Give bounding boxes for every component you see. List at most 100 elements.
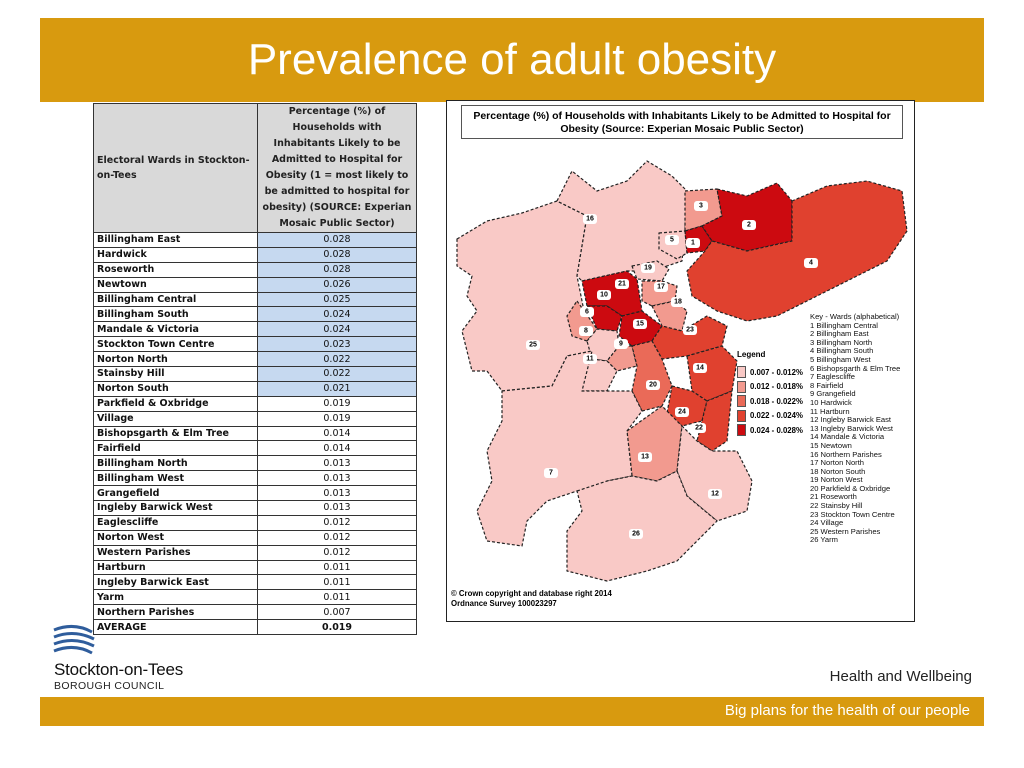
- key-item: 18 Norton South: [810, 466, 866, 476]
- ward-name-cell: Grangefield: [93, 485, 258, 502]
- key-item: 3 Billingham North: [810, 337, 873, 347]
- ward-9-grangefield: [606, 345, 638, 372]
- ward-name-cell: Norton South: [93, 380, 258, 397]
- ward-name-cell: Norton North: [93, 351, 258, 368]
- legend-label: 0.007 - 0.012%: [750, 367, 803, 377]
- ward-value-cell: 0.028: [257, 246, 417, 263]
- ward-name-cell: Fairfield: [93, 440, 258, 457]
- table-row: Stainsby Hill 0.022: [93, 366, 417, 382]
- ward-name-cell: Stainsby Hill: [93, 366, 258, 382]
- ward-name-cell: Billingham South: [93, 306, 258, 323]
- table-row: Hardwick 0.028: [93, 246, 417, 263]
- key-item: 23 Stockton Town Centre: [810, 509, 895, 519]
- ward-name-cell: Western Parishes: [93, 544, 258, 561]
- ward-name-cell: Village: [93, 410, 258, 427]
- ward-label-bg: [694, 201, 708, 211]
- ward-number-label: 21: [618, 281, 626, 288]
- ward-number-label: 20: [649, 382, 657, 389]
- ward-label-bg: [633, 319, 647, 329]
- legend-item: 0.018 - 0.022%: [737, 394, 803, 409]
- ward-label-bg: [804, 258, 818, 268]
- legend-item: 0.007 - 0.012%: [737, 365, 803, 380]
- ward-label-bg: [583, 354, 597, 364]
- table-row: Newtown 0.026: [93, 276, 417, 293]
- ward-number-label: 17: [657, 284, 665, 291]
- ward-map: 1234567891011121314151617181920212223242…: [456, 160, 908, 582]
- ward-label-bg: [675, 407, 689, 417]
- legend-swatch: [737, 409, 746, 422]
- footer-bar: Big plans for the health of our people: [40, 697, 984, 726]
- table-row: Billingham Central 0.025: [93, 291, 417, 308]
- ward-label-bg: [683, 325, 697, 335]
- table-row: Norton West 0.012: [93, 529, 417, 546]
- ward-value-cell: 0.012: [257, 544, 417, 561]
- average-label: AVERAGE: [93, 619, 258, 636]
- key-item: 8 Fairfield: [810, 380, 844, 390]
- ward-name-cell: Newtown: [93, 276, 258, 293]
- ward-value-cell: 0.024: [257, 321, 417, 338]
- key-item: 6 Bishopsgarth & Elm Tree: [810, 363, 901, 373]
- copyright-notice: © Crown copyright and database right 201…: [451, 589, 612, 608]
- ward-number-label: 1: [691, 240, 695, 247]
- ward-label-bg: [544, 468, 558, 478]
- ward-label-bg: [692, 423, 706, 433]
- ward-key: Key - Wards (alphabetical) 1 Billingham …: [810, 312, 901, 545]
- legend-label: 0.012 - 0.018%: [750, 382, 803, 392]
- ward-number-label: 13: [641, 454, 649, 461]
- ward-name-cell: Roseworth: [93, 261, 258, 278]
- legend-title: Legend: [737, 350, 766, 359]
- ward-value-cell: 0.013: [257, 470, 417, 487]
- key-item: 9 Grangefield: [810, 389, 856, 399]
- ward-value-cell: 0.012: [257, 514, 417, 531]
- ward-number-label: 7: [549, 470, 553, 477]
- key-item: 24 Village: [810, 518, 844, 528]
- legend-swatch: [737, 380, 746, 393]
- ward-label-bg: [615, 279, 629, 289]
- ward-number-label: 23: [686, 327, 694, 334]
- ward-number-label: 6: [585, 309, 589, 316]
- legend-item: 0.012 - 0.018%: [737, 380, 803, 395]
- table-row: Hartburn 0.011: [93, 559, 417, 576]
- ward-label-bg: [641, 263, 655, 273]
- ward-value-cell: 0.007: [257, 604, 417, 621]
- ward-name-cell: Billingham Central: [93, 291, 258, 308]
- ward-number-label: 12: [711, 491, 719, 498]
- table-row: Bishopsgarth & Elm Tree 0.014: [93, 425, 417, 442]
- ward-name-cell: Yarm: [93, 589, 258, 606]
- key-rows: 1 Billingham Central 2 Billingham East 3 B…: [810, 321, 901, 545]
- key-item: 5 Billingham West: [810, 354, 871, 364]
- ward-number-label: 24: [678, 409, 686, 416]
- key-item: 21 Roseworth: [810, 492, 857, 502]
- logo-name: Stockton-on-Tees: [54, 660, 184, 679]
- key-item: 11 Hartburn: [810, 406, 850, 416]
- ward-value-cell: 0.022: [257, 366, 417, 382]
- average-value: 0.019: [257, 619, 417, 636]
- ward-value-cell: 0.014: [257, 440, 417, 457]
- table-row: Ingleby Barwick West 0.013: [93, 500, 417, 516]
- ward-number-label: 14: [696, 365, 704, 372]
- ward-label-bg: [614, 339, 628, 349]
- key-item: 17 Norton North: [810, 458, 865, 468]
- table-row: Parkfield & Oxbridge 0.019: [93, 395, 417, 412]
- ward-number-label: 9: [619, 341, 623, 348]
- ward-name-cell: Norton West: [93, 529, 258, 546]
- ward-rows: Billingham East 0.028 Hardwick 0.028 Rosewor…: [93, 232, 417, 636]
- ward-number-label: 26: [632, 531, 640, 538]
- legend-label: 0.018 - 0.022%: [750, 396, 803, 406]
- ward-name-cell: Northern Parishes: [93, 604, 258, 621]
- ward-number-label: 16: [586, 216, 594, 223]
- ward-label-bg: [629, 529, 643, 539]
- key-item: 14 Mandale & Victoria: [810, 432, 885, 442]
- table-row: Fairfield 0.014: [93, 440, 417, 457]
- ward-value-cell: 0.011: [257, 589, 417, 606]
- ward-label-bg: [597, 290, 611, 300]
- ward-value-cell: 0.019: [257, 395, 417, 412]
- table-row: Billingham West 0.013: [93, 470, 417, 487]
- ward-label-bg: [693, 363, 707, 373]
- map-title: Percentage (%) of Households with Inhabi…: [461, 105, 903, 139]
- ward-10-hardwick: [586, 305, 623, 332]
- copyright-line-1: © Crown copyright and database right 201…: [451, 589, 612, 598]
- ward-name-cell: Hartburn: [93, 559, 258, 576]
- ward-value-cell: 0.013: [257, 455, 417, 472]
- ward-18-norton-south: [651, 300, 688, 332]
